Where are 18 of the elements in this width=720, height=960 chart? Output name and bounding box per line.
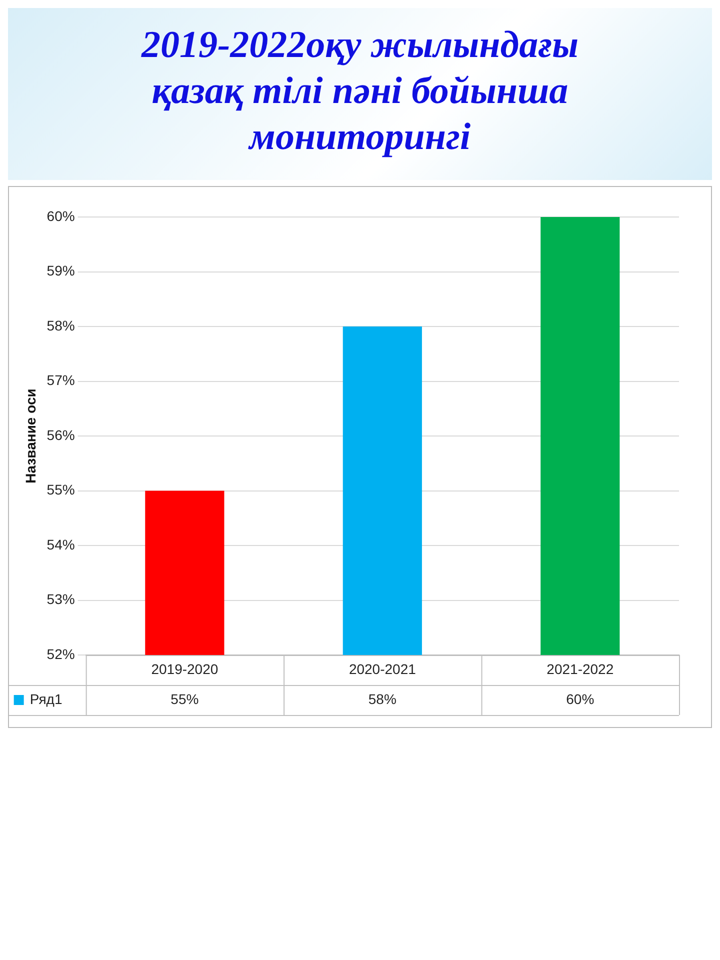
y-tick-label: 56% [46, 426, 75, 443]
x-tick-label: 2021-2022 [546, 660, 614, 677]
data-label: 58% [368, 690, 396, 707]
y-tick-label: 60% [46, 208, 75, 224]
y-tick-label: 57% [46, 372, 75, 388]
data-label: 60% [566, 690, 594, 707]
data-label: 55% [170, 690, 199, 707]
x-tick-label: 2020-2021 [348, 660, 416, 677]
chart-title: 2019-2022оқу жылындағы қазақ тілі пәні бойынша мониторингі [140, 23, 580, 160]
y-tick-label: 52% [46, 646, 75, 662]
y-tick-label: 54% [46, 536, 75, 552]
y-tick-label: 55% [46, 482, 75, 498]
legend-label: Ряд1 [30, 690, 62, 707]
x-tick-label: 2019-2020 [151, 660, 218, 677]
y-tick-label: 58% [46, 317, 75, 334]
y-axis-title: Название оси [22, 388, 38, 484]
y-tick-label: 59% [46, 262, 75, 279]
y-tick-label: 53% [46, 591, 75, 608]
